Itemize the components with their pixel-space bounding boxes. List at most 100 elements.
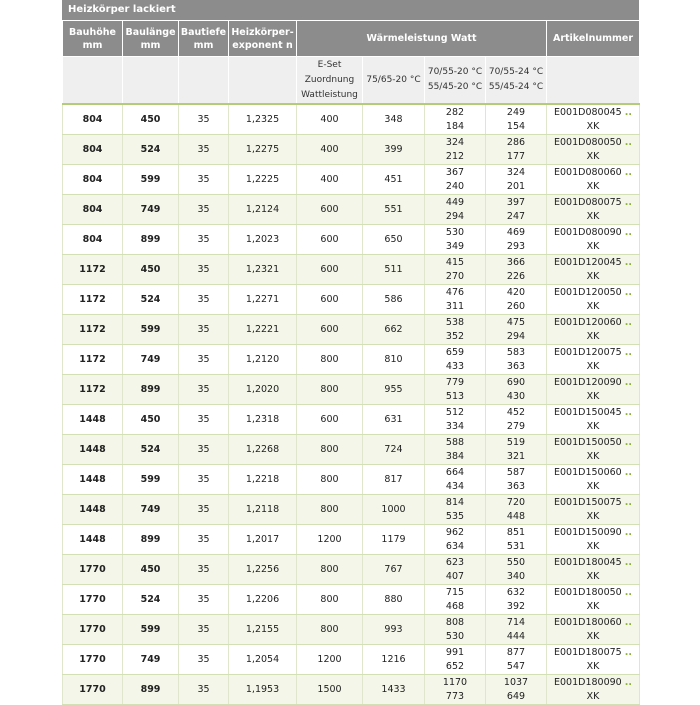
cell-75-65: 724: [362, 434, 425, 465]
table-row: 1770 450 35 1,2256 800 767 623 407 550 340 E001D18…: [62, 554, 640, 585]
cell-artikelnummer: E001D180075 .. XK: [546, 644, 640, 675]
cell-baulaenge: 599: [122, 164, 179, 195]
cell-baulaenge: 749: [122, 194, 179, 225]
cell-bautiefe: 35: [178, 404, 229, 435]
table-row: 804 599 35 1,2225 400 451 367 240 324 201 E001D080…: [62, 164, 640, 195]
table-row: 1172 524 35 1,2271 600 586 476 311 420 260 E001D12…: [62, 284, 640, 315]
table-row: 804 749 35 1,2124 600 551 449 294 397 247 E001D080…: [62, 194, 640, 225]
cell-eset: 600: [296, 284, 363, 315]
cell-75-65: 1216: [362, 644, 425, 675]
cell-70-55-20: 476 311: [424, 284, 486, 315]
cell-eset: 1200: [296, 524, 363, 555]
cell-bauhoehe: 1448: [62, 494, 123, 525]
cell-75-65: 767: [362, 554, 425, 585]
cell-bautiefe: 35: [178, 194, 229, 225]
table-row: 1448 599 35 1,2218 800 817 664 434 587 363 E001D15…: [62, 464, 640, 495]
cell-bautiefe: 35: [178, 254, 229, 285]
header-row: Bauhöhe mm Baulänge mm Bautiefe mm Heizkörp…: [62, 21, 640, 57]
cell-75-65: 650: [362, 224, 425, 255]
cell-70-55-20: 808 530: [424, 614, 486, 645]
cell-70-55-24: 286 177: [485, 134, 547, 165]
cell-75-65: 551: [362, 194, 425, 225]
cell-artikelnummer: E001D150075 .. XK: [546, 494, 640, 525]
cell-70-55-24: 324 201: [485, 164, 547, 195]
cell-baulaenge: 749: [122, 494, 179, 525]
cell-baulaenge: 599: [122, 314, 179, 345]
cell-70-55-20: 282 184: [424, 104, 486, 135]
cell-exponent: 1,2321: [228, 254, 297, 285]
cell-70-55-20: 715 468: [424, 584, 486, 615]
cell-bautiefe: 35: [178, 434, 229, 465]
cell-baulaenge: 749: [122, 644, 179, 675]
table-row: 1770 524 35 1,2206 800 880 715 468 632 392 E001D18…: [62, 584, 640, 615]
cell-75-65: 1000: [362, 494, 425, 525]
cell-exponent: 1,2271: [228, 284, 297, 315]
table-row: 804 524 35 1,2275 400 399 324 212 286 177 E001D080…: [62, 134, 640, 165]
cell-artikelnummer: E001D080075 .. XK: [546, 194, 640, 225]
table-row: 1172 599 35 1,2221 600 662 538 352 475 294 E001D12…: [62, 314, 640, 345]
cell-artikelnummer: E001D120090 .. XK: [546, 374, 640, 405]
cell-70-55-24: 469 293: [485, 224, 547, 255]
table-row: 1770 899 35 1,1953 1500 1433 1170 773 1037 649 E00…: [62, 674, 640, 705]
cell-eset: 600: [296, 194, 363, 225]
cell-70-55-24: 851 531: [485, 524, 547, 555]
cell-bauhoehe: 804: [62, 134, 123, 165]
cell-exponent: 1,2054: [228, 644, 297, 675]
subheader-eset: E-Set Zuordnung Wattleistung: [296, 56, 363, 105]
cell-70-55-20: 623 407: [424, 554, 486, 585]
cell-exponent: 1,2218: [228, 464, 297, 495]
cell-bautiefe: 35: [178, 614, 229, 645]
cell-70-55-20: 962 634: [424, 524, 486, 555]
cell-bautiefe: 35: [178, 494, 229, 525]
cell-exponent: 1,2225: [228, 164, 297, 195]
cell-baulaenge: 599: [122, 464, 179, 495]
cell-artikelnummer: E001D150045 .. XK: [546, 404, 640, 435]
cell-75-65: 631: [362, 404, 425, 435]
cell-exponent: 1,2206: [228, 584, 297, 615]
cell-75-65: 662: [362, 314, 425, 345]
cell-artikelnummer: E001D150060 .. XK: [546, 464, 640, 495]
cell-bautiefe: 35: [178, 284, 229, 315]
cell-eset: 1200: [296, 644, 363, 675]
cell-bauhoehe: 804: [62, 104, 123, 135]
cell-baulaenge: 524: [122, 134, 179, 165]
subheader-75-65: 75/65-20 °C: [362, 56, 425, 105]
cell-exponent: 1,2318: [228, 404, 297, 435]
cell-bautiefe: 35: [178, 464, 229, 495]
cell-bautiefe: 35: [178, 644, 229, 675]
cell-70-55-20: 1170 773: [424, 674, 486, 705]
cell-bauhoehe: 1770: [62, 554, 123, 585]
cell-eset: 800: [296, 494, 363, 525]
cell-artikelnummer: E001D180045 .. XK: [546, 554, 640, 585]
header-artikelnummer: Artikelnummer: [546, 21, 640, 57]
cell-70-55-20: 415 270: [424, 254, 486, 285]
cell-75-65: 993: [362, 614, 425, 645]
cell-70-55-24: 720 448: [485, 494, 547, 525]
cell-bauhoehe: 1172: [62, 254, 123, 285]
cell-70-55-20: 779 513: [424, 374, 486, 405]
cell-exponent: 1,2268: [228, 434, 297, 465]
subheader-70-55-24: 70/55-24 °C 55/45-24 °C: [485, 56, 547, 105]
cell-70-55-20: 991 652: [424, 644, 486, 675]
cell-75-65: 817: [362, 464, 425, 495]
cell-baulaenge: 524: [122, 584, 179, 615]
cell-baulaenge: 899: [122, 374, 179, 405]
cell-bautiefe: 35: [178, 344, 229, 375]
cell-bauhoehe: 1448: [62, 434, 123, 465]
radiator-table: Bauhöhe mm Baulänge mm Bautiefe mm Heizkörp…: [62, 21, 640, 705]
cell-70-55-20: 659 433: [424, 344, 486, 375]
cell-70-55-24: 475 294: [485, 314, 547, 345]
cell-bauhoehe: 804: [62, 224, 123, 255]
cell-70-55-24: 587 363: [485, 464, 547, 495]
cell-artikelnummer: E001D120075 .. XK: [546, 344, 640, 375]
cell-bauhoehe: 1770: [62, 674, 123, 705]
cell-baulaenge: 450: [122, 104, 179, 135]
cell-70-55-24: 877 547: [485, 644, 547, 675]
table-row: 1172 749 35 1,2120 800 810 659 433 583 363 E001D12…: [62, 344, 640, 375]
cell-bauhoehe: 1448: [62, 524, 123, 555]
cell-70-55-24: 420 260: [485, 284, 547, 315]
cell-bautiefe: 35: [178, 584, 229, 615]
cell-70-55-20: 449 294: [424, 194, 486, 225]
cell-artikelnummer: E001D080090 .. XK: [546, 224, 640, 255]
cell-eset: 400: [296, 134, 363, 165]
